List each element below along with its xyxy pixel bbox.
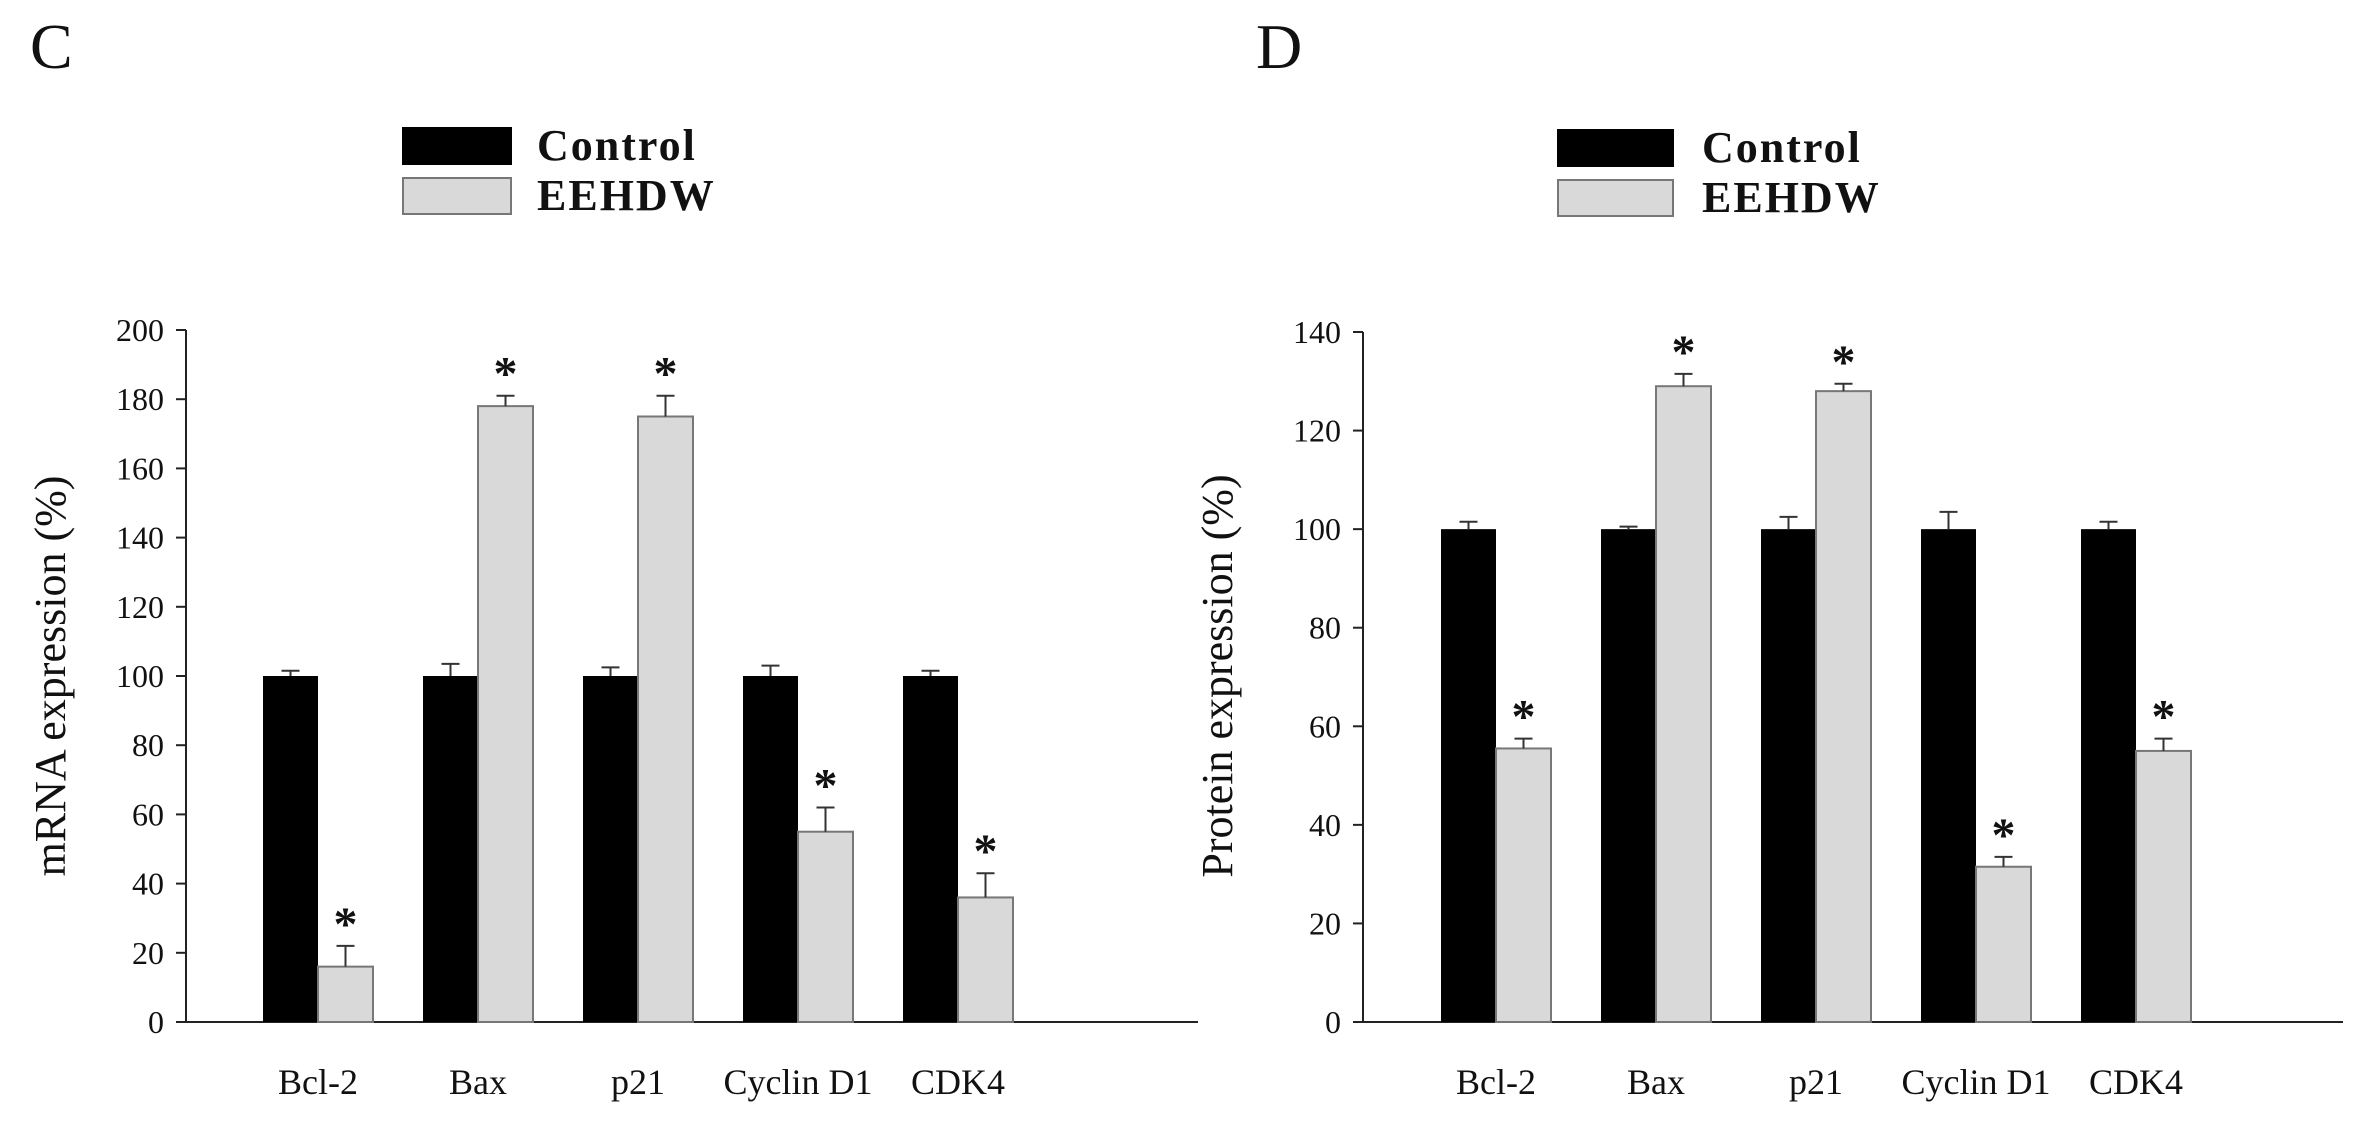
- y-axis-title: mRNA expression (%): [26, 476, 75, 877]
- bar-eehdw-bcl-2: [1495, 747, 1552, 1023]
- category-label-p21: p21: [611, 1062, 665, 1102]
- significance-star-p21: *: [1832, 336, 1856, 389]
- y-tick-label: 20: [132, 935, 164, 971]
- category-label-cyclin-d1: Cyclin D1: [1902, 1062, 2051, 1102]
- legend-label-eehdw: EEHDW: [537, 171, 716, 220]
- bar-eehdw-cyclin-d1: [1975, 865, 2032, 1023]
- significance-star-bax: *: [494, 348, 518, 401]
- category-label-bax: Bax: [1627, 1062, 1685, 1102]
- error-bar-eehdw-bax: [1674, 372, 1693, 387]
- significance-star-bax: *: [1672, 326, 1696, 379]
- legend-swatch-eehdw: [1557, 179, 1674, 217]
- y-tick-label: 20: [1309, 905, 1341, 941]
- error-bar-eehdw-cyclin-d1: [816, 806, 835, 832]
- bar-eehdw-p21: [1815, 390, 1872, 1023]
- error-bar-eehdw-p21: [1834, 382, 1853, 392]
- legend-swatch-control: [402, 127, 512, 165]
- significance-star-bcl-2: *: [1512, 691, 1536, 744]
- significance-star-cyclin-d1: *: [814, 759, 838, 812]
- error-bar-eehdw-cyclin-d1: [1994, 855, 2013, 867]
- legend-label-control: Control: [1702, 123, 1862, 172]
- y-tick-label: 140: [1293, 314, 1341, 350]
- category-label-cdk4: CDK4: [911, 1062, 1005, 1102]
- error-bar-control-p21: [601, 666, 620, 676]
- bar-control-p21: [583, 676, 638, 1022]
- significance-star-p21: *: [654, 348, 678, 401]
- error-bar-control-bcl-2: [1459, 520, 1478, 530]
- error-bar-eehdw-bcl-2: [1514, 737, 1533, 749]
- y-axis-title: Protein expression (%): [1193, 474, 1242, 877]
- y-tick-label: 120: [1293, 413, 1341, 449]
- bar-control-bax: [1601, 529, 1656, 1022]
- bar-control-bcl-2: [1441, 529, 1496, 1022]
- y-tick-label: 180: [116, 381, 164, 417]
- significance-star-cdk4: *: [974, 825, 998, 878]
- error-bar-control-bcl-2: [281, 669, 300, 676]
- bar-control-bax: [423, 676, 478, 1022]
- error-bar-control-cyclin-d1: [761, 664, 780, 676]
- panel-letter: D: [1256, 11, 1302, 82]
- y-tick-label: 80: [132, 727, 164, 763]
- y-tick-label: 40: [1309, 807, 1341, 843]
- bar-eehdw-bcl-2: [317, 965, 374, 1024]
- error-bar-eehdw-bcl-2: [336, 944, 355, 967]
- category-label-bax: Bax: [449, 1062, 507, 1102]
- error-bar-control-p21: [1779, 515, 1798, 530]
- bar-control-cdk4: [903, 676, 958, 1022]
- significance-star-cdk4: *: [2152, 691, 2176, 744]
- y-tick-label: 200: [116, 312, 164, 348]
- bar-control-p21: [1761, 529, 1816, 1022]
- y-tick-label: 60: [1309, 708, 1341, 744]
- legend-label-eehdw: EEHDW: [1702, 173, 1881, 222]
- error-bar-eehdw-cdk4: [976, 872, 995, 898]
- category-label-bcl-2: Bcl-2: [278, 1062, 358, 1102]
- bar-eehdw-cdk4: [957, 896, 1014, 1023]
- bar-eehdw-bax: [477, 405, 534, 1023]
- error-bar-control-bax: [441, 662, 460, 676]
- significance-star-bcl-2: *: [334, 898, 358, 951]
- error-bar-control-cdk4: [921, 669, 940, 676]
- bar-eehdw-bax: [1655, 385, 1712, 1023]
- error-bar-control-bax: [1619, 525, 1638, 530]
- bar-eehdw-p21: [637, 415, 694, 1023]
- bar-control-cyclin-d1: [1921, 529, 1976, 1022]
- legend-label-control: Control: [537, 121, 697, 170]
- y-tick-label: 80: [1309, 610, 1341, 646]
- bar-eehdw-cdk4: [2135, 749, 2192, 1024]
- y-tick-label: 120: [116, 589, 164, 625]
- y-tick-label: 160: [116, 450, 164, 486]
- bar-control-bcl-2: [263, 676, 318, 1022]
- significance-star-cyclin-d1: *: [1992, 809, 2016, 862]
- error-bar-eehdw-bax: [496, 394, 515, 407]
- error-bar-control-cdk4: [2099, 520, 2118, 530]
- y-tick-label: 100: [116, 658, 164, 694]
- bar-control-cyclin-d1: [743, 676, 798, 1022]
- bar-control-cdk4: [2081, 529, 2136, 1022]
- y-tick-label: 40: [132, 866, 164, 902]
- y-tick-label: 100: [1293, 511, 1341, 547]
- legend-swatch-eehdw: [402, 177, 512, 215]
- y-tick-label: 0: [1325, 1004, 1341, 1040]
- error-bar-eehdw-p21: [656, 394, 675, 417]
- panel-letter: C: [30, 11, 73, 82]
- category-label-bcl-2: Bcl-2: [1456, 1062, 1536, 1102]
- category-label-cyclin-d1: Cyclin D1: [724, 1062, 873, 1102]
- y-tick-label: 0: [148, 1004, 164, 1040]
- error-bar-control-cyclin-d1: [1939, 510, 1958, 530]
- y-tick-label: 60: [132, 796, 164, 832]
- error-bar-eehdw-cdk4: [2154, 737, 2173, 751]
- bar-eehdw-cyclin-d1: [797, 830, 854, 1024]
- category-label-p21: p21: [1789, 1062, 1843, 1102]
- y-tick-label: 140: [116, 520, 164, 556]
- category-label-cdk4: CDK4: [2089, 1062, 2183, 1102]
- legend-swatch-control: [1557, 129, 1674, 167]
